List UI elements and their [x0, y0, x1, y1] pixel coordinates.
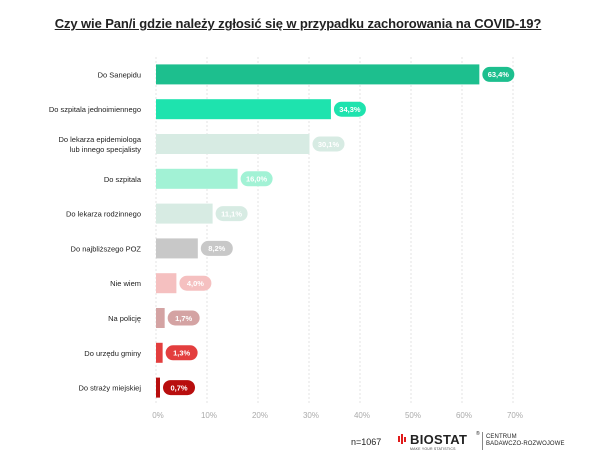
category-label: Nie wiem [110, 279, 141, 288]
category-label: Do szpitala jednoimiennego [49, 105, 141, 114]
x-tick-label: 20% [252, 411, 268, 420]
category-label: Na policję [108, 314, 141, 323]
bar [156, 238, 198, 259]
bar [156, 273, 177, 294]
x-tick-label: 70% [507, 411, 523, 420]
category-label: Do straży miejskiej [78, 384, 141, 393]
sample-size: n=1067 [351, 437, 382, 447]
bar [156, 99, 331, 120]
category-label: Do lekarza epidemiologa lub innego specja… [58, 135, 141, 154]
data-label-pill [333, 101, 366, 117]
logo-name: BIOSTAT [410, 432, 468, 447]
x-tick-label: 60% [456, 411, 472, 420]
data-label-pill [165, 345, 198, 361]
bar [156, 308, 165, 328]
x-tick-label: 40% [354, 411, 370, 420]
biostat-logo: BIOSTAT ® MAKE YOUR STATISTICS CENTRUM B… [398, 430, 578, 454]
data-label: 30,1% [318, 140, 340, 149]
logo-registered-mark: ® [476, 431, 480, 437]
x-tick-label: 30% [303, 411, 319, 420]
data-label-pill [240, 171, 273, 187]
data-label: 63,4% [488, 70, 510, 79]
data-label-pill [200, 240, 233, 256]
bar [156, 168, 238, 189]
x-tick-label: 10% [201, 411, 217, 420]
logo-subtitle-line-2: BADAWCZO-ROZWOJOWE [486, 441, 565, 447]
category-label: Do najbliższego POZ [71, 244, 142, 253]
data-label-pill [312, 136, 345, 152]
chart-title: Czy wie Pan/i gdzie należy zgłosić się w… [54, 16, 542, 31]
data-label-pill [482, 66, 515, 82]
data-label-pill [179, 275, 212, 291]
biostat-mark-icon [398, 434, 406, 444]
data-label: 34,3% [339, 105, 361, 114]
bar [156, 134, 310, 154]
bar [156, 342, 163, 363]
data-label-pill [163, 380, 195, 396]
logo-tagline: MAKE YOUR STATISTICS [410, 447, 456, 451]
x-tick-label: 0% [152, 411, 164, 420]
data-label-pill [167, 310, 200, 326]
category-label: Do szpitala [104, 175, 142, 184]
data-label: 4,0% [187, 279, 204, 288]
category-label: Do lekarza rodzinnego [66, 210, 141, 219]
category-label: Do Sanepidu [98, 70, 141, 79]
bar [156, 203, 213, 224]
bar [156, 64, 480, 85]
data-label-pill [215, 206, 248, 222]
logo-divider [482, 432, 483, 450]
logo-subtitle-line-1: CENTRUM [486, 434, 517, 440]
data-label: 0,7% [170, 383, 187, 392]
data-label: 16,0% [246, 175, 268, 184]
data-label: 1,3% [173, 349, 190, 358]
data-label: 1,7% [175, 314, 192, 323]
x-tick-label: 50% [405, 411, 421, 420]
category-label: Do urzędu gminy [84, 349, 141, 358]
data-label: 8,2% [208, 244, 225, 253]
data-label: 11,1% [221, 209, 242, 218]
bar [156, 377, 160, 398]
